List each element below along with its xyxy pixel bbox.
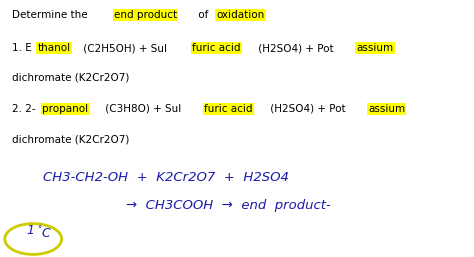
Text: CH3-CH2-OH  +  K2Cr2O7  +  H2SO4: CH3-CH2-OH + K2Cr2O7 + H2SO4: [43, 171, 289, 184]
Text: assium: assium: [356, 43, 393, 53]
Text: assium: assium: [368, 104, 405, 114]
Text: dichromate (K2Cr2O7): dichromate (K2Cr2O7): [12, 135, 129, 145]
Text: C: C: [42, 227, 50, 240]
Text: end product: end product: [114, 10, 177, 20]
Text: furic acid: furic acid: [192, 43, 241, 53]
Text: °: °: [37, 226, 41, 235]
Text: (H2SO4) + Pot: (H2SO4) + Pot: [267, 104, 346, 114]
Text: dichromate (K2Cr2O7): dichromate (K2Cr2O7): [12, 73, 129, 83]
Text: (H2SO4) + Pot: (H2SO4) + Pot: [255, 43, 334, 53]
Text: Determine the: Determine the: [12, 10, 91, 20]
Text: furic acid: furic acid: [204, 104, 253, 114]
Text: →  CH3COOH  →  end  product-: → CH3COOH → end product-: [126, 199, 330, 213]
Text: of: of: [195, 10, 212, 20]
Text: 2. 2-: 2. 2-: [12, 104, 36, 114]
Text: 1. E: 1. E: [12, 43, 32, 53]
Text: (C2H5OH) + Sul: (C2H5OH) + Sul: [80, 43, 167, 53]
Text: propanol: propanol: [42, 104, 89, 114]
Text: 1: 1: [26, 224, 34, 237]
Text: (C3H8O) + Sul: (C3H8O) + Sul: [102, 104, 181, 114]
Text: oxidation: oxidation: [217, 10, 265, 20]
Text: thanol: thanol: [37, 43, 71, 53]
